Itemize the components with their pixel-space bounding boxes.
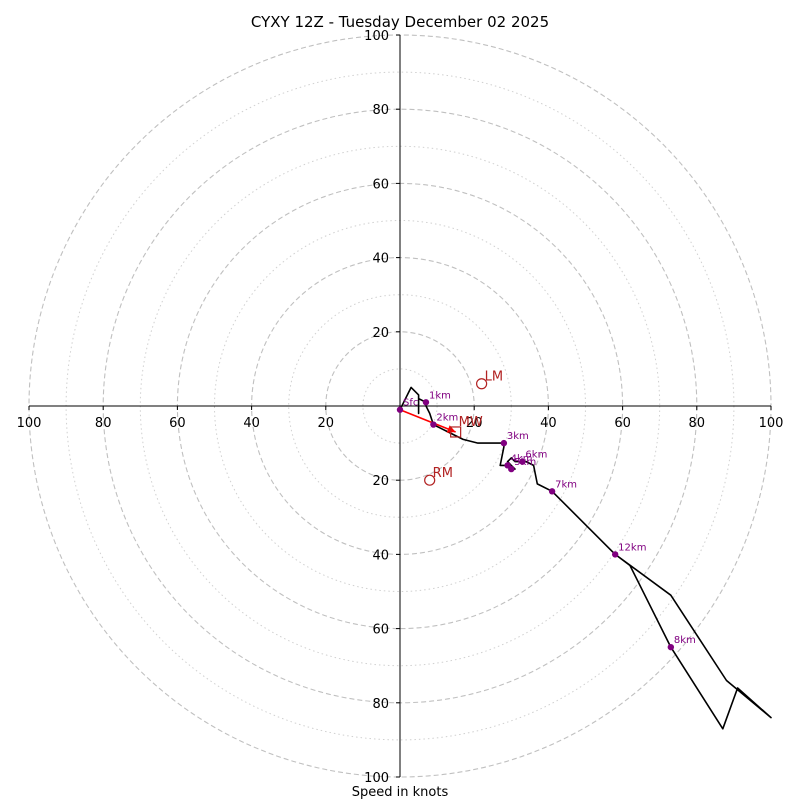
mean-wind-vector xyxy=(399,408,456,433)
tick-labels: 100 80 60 40 20 20 40 60 80 100 100 80 60 40 20 20 40 60 8… xyxy=(17,29,784,786)
y-tick-label: 60 xyxy=(372,177,389,192)
height-marker-12km xyxy=(611,551,619,558)
height-marker-3km xyxy=(500,439,508,447)
y-tick-label: 100 xyxy=(364,29,389,44)
y-tick-label: 40 xyxy=(372,548,389,563)
height-marker-8km xyxy=(667,643,675,651)
storm-motion-mw-label: MW xyxy=(459,415,483,430)
storm-motion-rm-label: RM xyxy=(433,466,453,481)
y-tick-label: 100 xyxy=(364,771,389,786)
storm-motion-lm xyxy=(476,378,488,390)
storm-motions: LM RM MW xyxy=(399,370,503,486)
storm-motion-mw xyxy=(450,426,462,438)
y-tick-label: 60 xyxy=(372,623,389,638)
height-marker-2km-label: 2km xyxy=(436,413,458,424)
height-marker-sfc xyxy=(396,406,404,413)
x-axis-label: Speed in knots xyxy=(352,785,449,800)
x-tick-label: 40 xyxy=(540,416,557,431)
hodograph-line xyxy=(399,386,772,730)
x-tick-label: 100 xyxy=(17,416,42,431)
x-tick-label: 40 xyxy=(243,416,260,431)
y-tick-label: 40 xyxy=(372,252,389,267)
axes xyxy=(28,34,772,778)
x-tick-label: 20 xyxy=(318,416,335,431)
height-marker-6km xyxy=(519,458,526,465)
chart-title: CYXY 12Z - Tuesday December 02 2025 xyxy=(251,13,549,31)
y-tick-label: 20 xyxy=(372,474,389,489)
hodograph-trace xyxy=(399,386,772,730)
storm-motion-lm-label: LM xyxy=(485,370,503,385)
height-marker-5km xyxy=(508,465,515,473)
x-tick-label: 60 xyxy=(169,416,186,431)
height-marker-6km-label: 6km xyxy=(525,450,547,461)
y-tick-label: 20 xyxy=(372,326,389,341)
height-marker-3km-label: 3km xyxy=(507,431,529,442)
height-marker-2km xyxy=(430,421,437,428)
y-tick-label: 80 xyxy=(372,697,389,712)
x-tick-label: 20 xyxy=(466,416,483,431)
height-marker-8km-label: 8km xyxy=(674,635,696,646)
x-tick-label: 60 xyxy=(614,416,631,431)
height-markers: Sfc1km2km3km4km5km6km7km8km12km xyxy=(396,390,696,651)
x-tick-label: 80 xyxy=(95,416,112,431)
x-tick-label: 80 xyxy=(689,416,706,431)
height-marker-sfc-label: Sfc xyxy=(403,398,418,409)
height-marker-12km-label: 12km xyxy=(618,542,646,553)
x-tick-label: 100 xyxy=(759,416,784,431)
height-marker-1km xyxy=(422,399,430,406)
height-marker-7km-label: 7km xyxy=(555,479,577,490)
height-marker-7km xyxy=(548,488,556,495)
y-tick-label: 80 xyxy=(372,103,389,118)
storm-motion-rm xyxy=(424,474,436,486)
height-marker-1km-label: 1km xyxy=(429,390,451,401)
